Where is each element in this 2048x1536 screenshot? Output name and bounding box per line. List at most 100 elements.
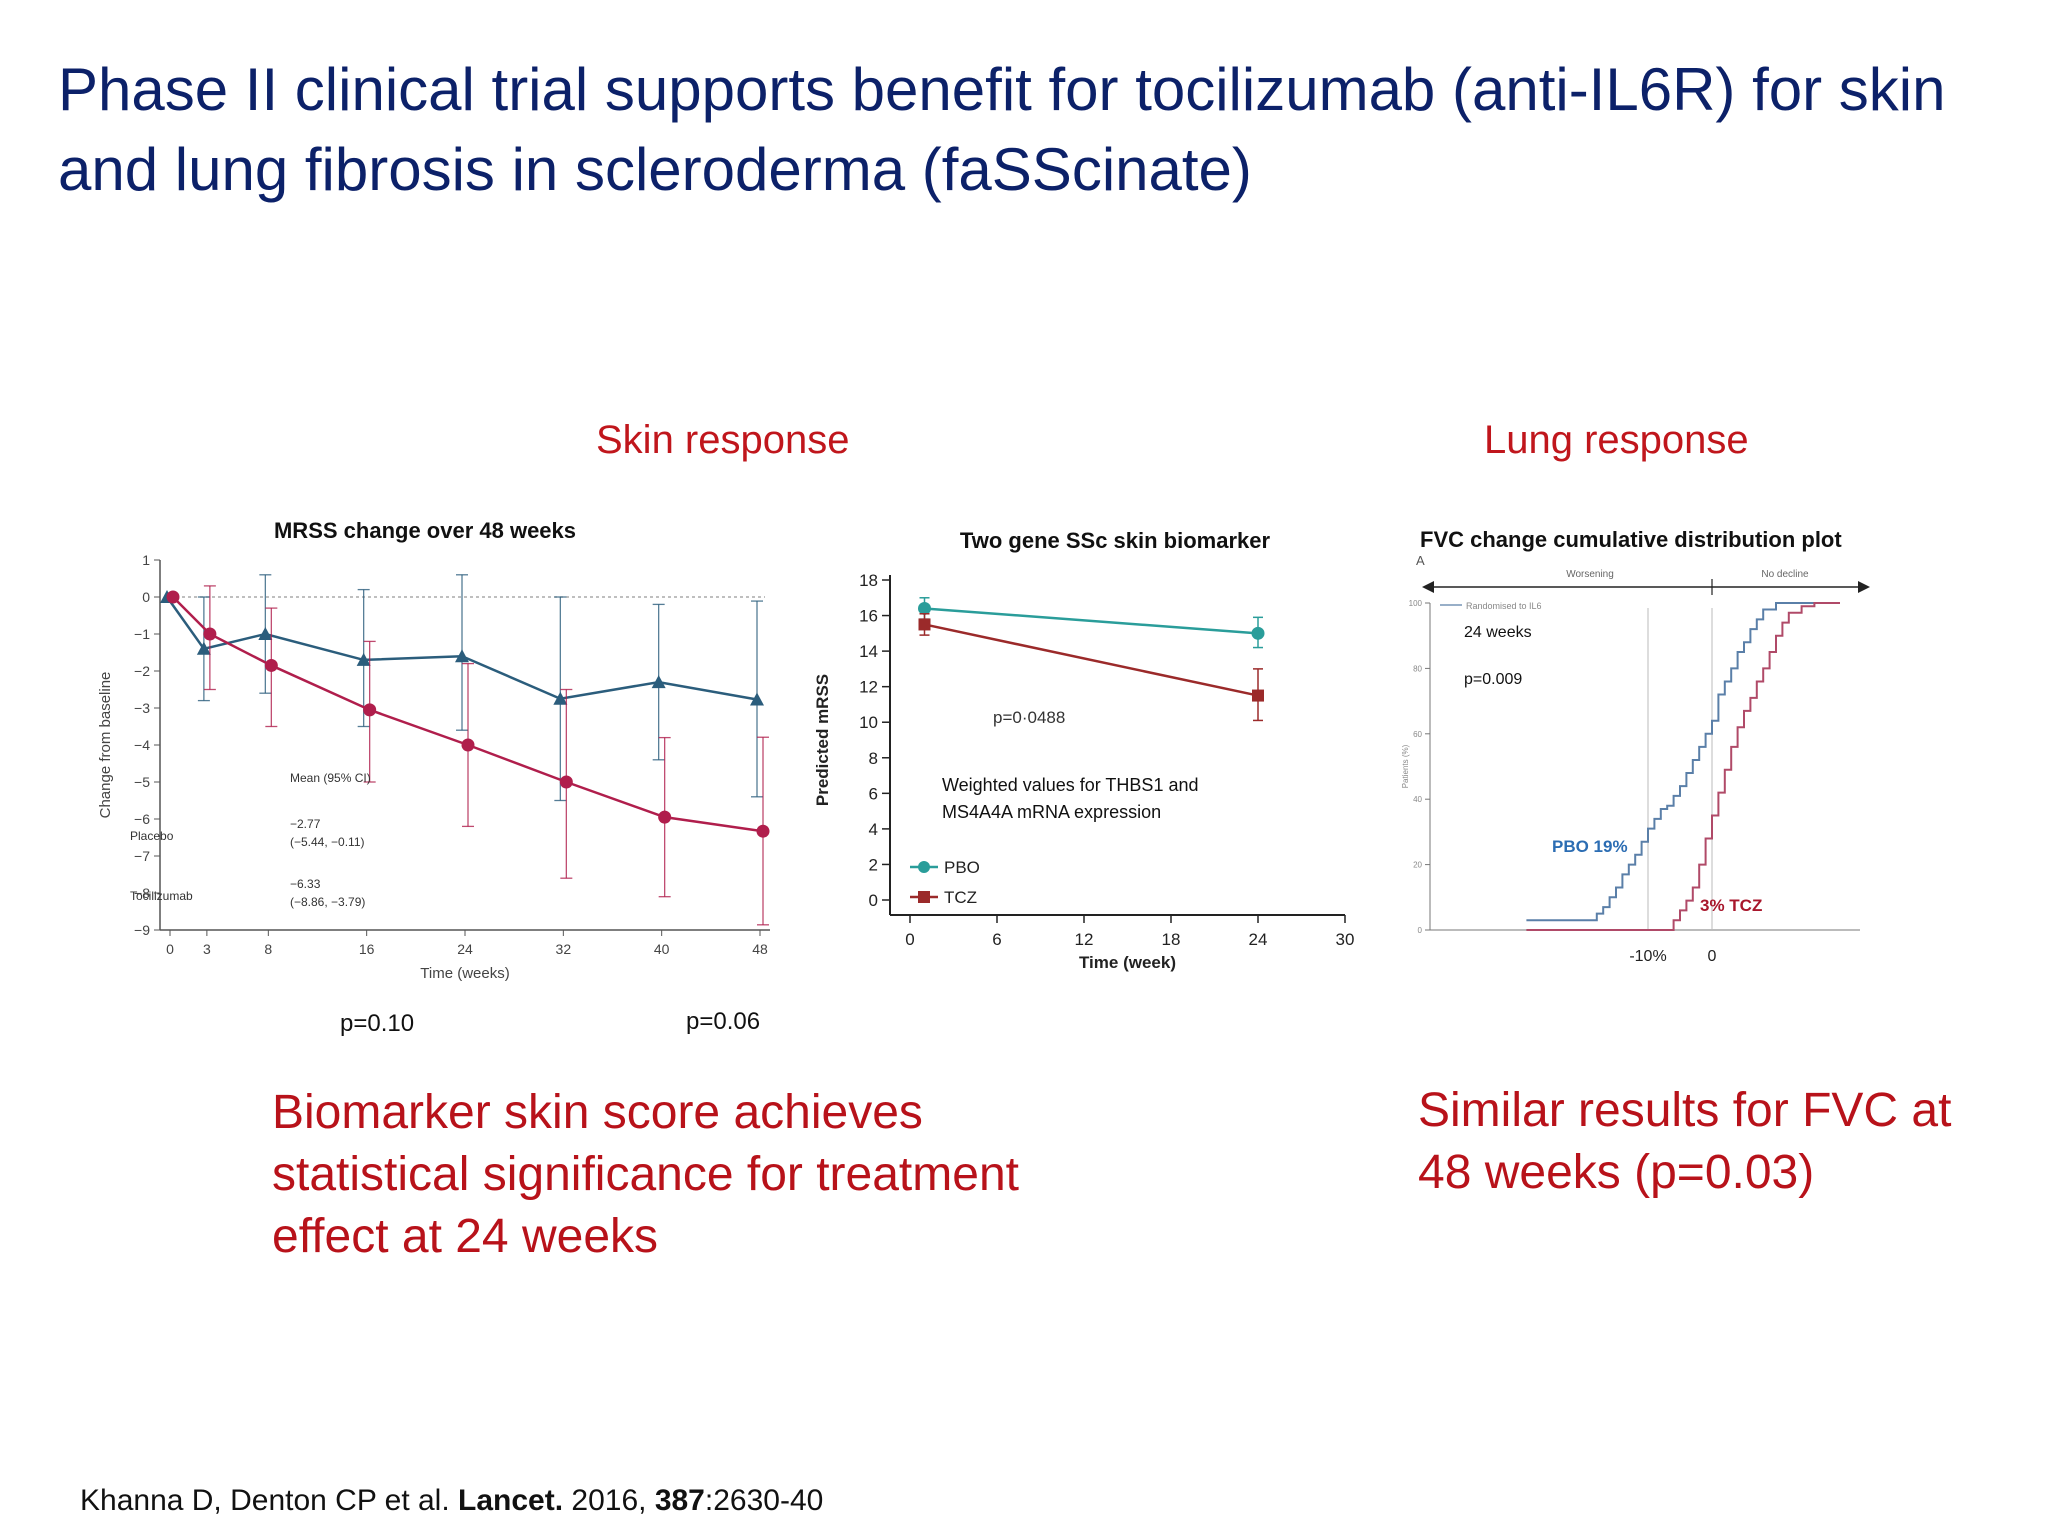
mrss-pvalue-16wk: p=0.10 (340, 1010, 415, 1037)
mrss-y-tick-label: −3 (134, 700, 150, 716)
conclusion-line: Biomarker skin score achieves (272, 1086, 923, 1139)
biomarker-legend-marker (918, 861, 930, 873)
biomarker-x-tick-label: 30 (1336, 930, 1355, 949)
biomarker-note-line: Weighted values for THBS1 and (942, 775, 1198, 795)
fvc-arrow-right-head (1858, 581, 1870, 593)
fvc-y-tick-label: 80 (1413, 664, 1422, 673)
biomarker-y-tick-label: 12 (859, 678, 878, 697)
biomarker-x-tick-label: 0 (905, 930, 914, 949)
biomarker-series-line-tcz (924, 623, 1259, 697)
biomarker-y-tick-label: 4 (869, 820, 878, 839)
fvc-weeks-label: 24 weeks (1464, 624, 1532, 641)
conclusion-line: statistical significance for treatment (272, 1148, 1019, 1201)
mrss-point-tocilizumab (559, 775, 573, 789)
mrss-x-tick-label: 0 (166, 941, 174, 957)
mrss-y-tick-label: −5 (134, 774, 150, 790)
fvc-y-tick-label: 60 (1413, 730, 1422, 739)
citation: Khanna D, Denton CP et al. Lancet. 2016,… (80, 1484, 823, 1518)
lung-response-heading: Lung response (1484, 418, 1749, 462)
citation-authors: Khanna D, Denton CP et al. (80, 1484, 459, 1517)
fvc-arrow-left-head (1422, 581, 1434, 593)
biomarker-chart: Two gene SSc skin biomarker 0 2 4 6 8 10 12 14 16… (800, 515, 1360, 995)
fvc-pbo-label: PBO 19% (1552, 837, 1628, 856)
fvc-y-tick-label: 100 (1409, 599, 1423, 608)
biomarker-x-tick-label: 12 (1075, 930, 1094, 949)
fvc-cdf-line-tcz (1526, 602, 1840, 931)
mrss-x-tick-label: 40 (654, 941, 670, 957)
biomarker-legend-label: PBO (944, 858, 980, 877)
conclusion-line: 48 weeks (p=0.03) (1418, 1146, 1815, 1199)
mrss-series-line-tocilizumab (172, 596, 764, 833)
mrss-legend-ci: (−8.86, −3.79) (290, 895, 365, 909)
mrss-x-tick-label: 32 (556, 941, 572, 957)
fvc-tcz-label: 3% TCZ (1700, 896, 1762, 915)
biomarker-chart-svg: Two gene SSc skin biomarker0246810121416… (813, 528, 1355, 972)
fvc-chart-title: FVC change cumulative distribution plot (1420, 527, 1842, 552)
fvc-cdf-line-pbo (1526, 602, 1840, 922)
mrss-point-tocilizumab (756, 824, 770, 838)
mrss-point-tocilizumab (658, 810, 672, 824)
mrss-point-placebo (196, 641, 211, 655)
mrss-y-tick-label: −4 (134, 737, 150, 753)
mrss-chart-title: MRSS change over 48 weeks (274, 518, 576, 543)
fvc-x-tick-label: 0 (1708, 948, 1717, 965)
fvc-panel-letter: A (1416, 553, 1425, 568)
mrss-point-placebo (553, 691, 568, 705)
fvc-chart-svg: FVC change cumulative distribution plotA… (1401, 527, 1870, 965)
mrss-y-tick-label: 0 (142, 589, 150, 605)
fvc-direction-right: No decline (1761, 569, 1809, 580)
mrss-point-tocilizumab (363, 703, 377, 717)
biomarker-point-tcz (1252, 689, 1264, 702)
fvc-pvalue: p=0.009 (1464, 671, 1522, 688)
fvc-conclusion: Similar results for FVC at 48 weeks (p=0… (1418, 1080, 1951, 1204)
mrss-point-tocilizumab (166, 590, 180, 604)
mrss-y-tick-label: −1 (134, 626, 150, 642)
mrss-legend-ci: (−5.44, −0.11) (290, 835, 365, 849)
fvc-x-tick-label: -10% (1629, 948, 1666, 965)
mrss-x-tick-label: 24 (457, 941, 473, 957)
mrss-y-tick-label: −2 (134, 663, 150, 679)
biomarker-series-line-pbo (924, 607, 1259, 635)
biomarker-y-tick-label: 2 (869, 855, 878, 874)
fvc-legend-text: Randomised to IL6 (1466, 601, 1542, 611)
mrss-x-tick-label: 3 (203, 941, 211, 957)
mrss-point-placebo (356, 652, 371, 666)
biomarker-y-tick-label: 8 (869, 749, 878, 768)
biomarker-y-tick-label: 10 (859, 713, 878, 732)
biomarker-pvalue: p=0·0488 (993, 708, 1065, 727)
biomarker-x-tick-label: 24 (1249, 930, 1268, 949)
fvc-chart: FVC change cumulative distribution plot A… (1400, 515, 1960, 975)
mrss-legend-name: Placebo (130, 829, 174, 843)
biomarker-y-tick-label: 18 (859, 571, 878, 590)
biomarker-y-axis-label: Predicted mRSS (813, 674, 832, 806)
mrss-y-tick-label: −6 (134, 811, 150, 827)
mrss-legend-mean: −2.77 (290, 817, 321, 831)
mrss-legend-name: Tocilizumab (130, 889, 193, 903)
mrss-chart-svg: MRSS change over 48 weeks 1 0 −1 −2 −3 −4 −5 −6 −… (97, 518, 770, 982)
biomarker-y-tick-label: 14 (859, 642, 878, 661)
mrss-point-tocilizumab (264, 658, 278, 672)
mrss-x-tick-label: 8 (264, 941, 272, 957)
fvc-y-tick-label: 20 (1413, 861, 1422, 870)
biomarker-x-axis-label: Time (week) (1079, 953, 1176, 972)
conclusion-line: Similar results for FVC at (1418, 1084, 1952, 1137)
biomarker-point-pbo (1251, 626, 1265, 640)
citation-volume: 387 (654, 1484, 705, 1517)
biomarker-legend-label: TCZ (944, 888, 977, 907)
fvc-y-axis-label: Patients (%) (1401, 744, 1410, 788)
citation-year: 2016, (563, 1484, 655, 1517)
mrss-x-tick-label: 48 (752, 941, 768, 957)
mrss-pvalue-48wk: p=0.06 (686, 1008, 761, 1035)
biomarker-chart-title: Two gene SSc skin biomarker (960, 528, 1271, 553)
mrss-y-tick-label: −7 (134, 848, 150, 864)
mrss-point-tocilizumab (203, 627, 217, 641)
biomarker-y-tick-label: 0 (869, 891, 878, 910)
biomarker-y-tick-label: 16 (859, 607, 878, 626)
skin-response-heading: Skin response (596, 418, 850, 462)
biomarker-legend-marker (918, 891, 930, 903)
biomarker-conclusion: Biomarker skin score achieves statistica… (272, 1082, 1019, 1268)
biomarker-point-pbo (918, 601, 931, 615)
fvc-y-tick-label: 0 (1418, 926, 1423, 935)
mrss-x-tick-label: 16 (359, 941, 375, 957)
mrss-chart: MRSS change over 48 weeks 1 0 −1 −2 −3 −4 −5 −6 −… (90, 510, 790, 1010)
